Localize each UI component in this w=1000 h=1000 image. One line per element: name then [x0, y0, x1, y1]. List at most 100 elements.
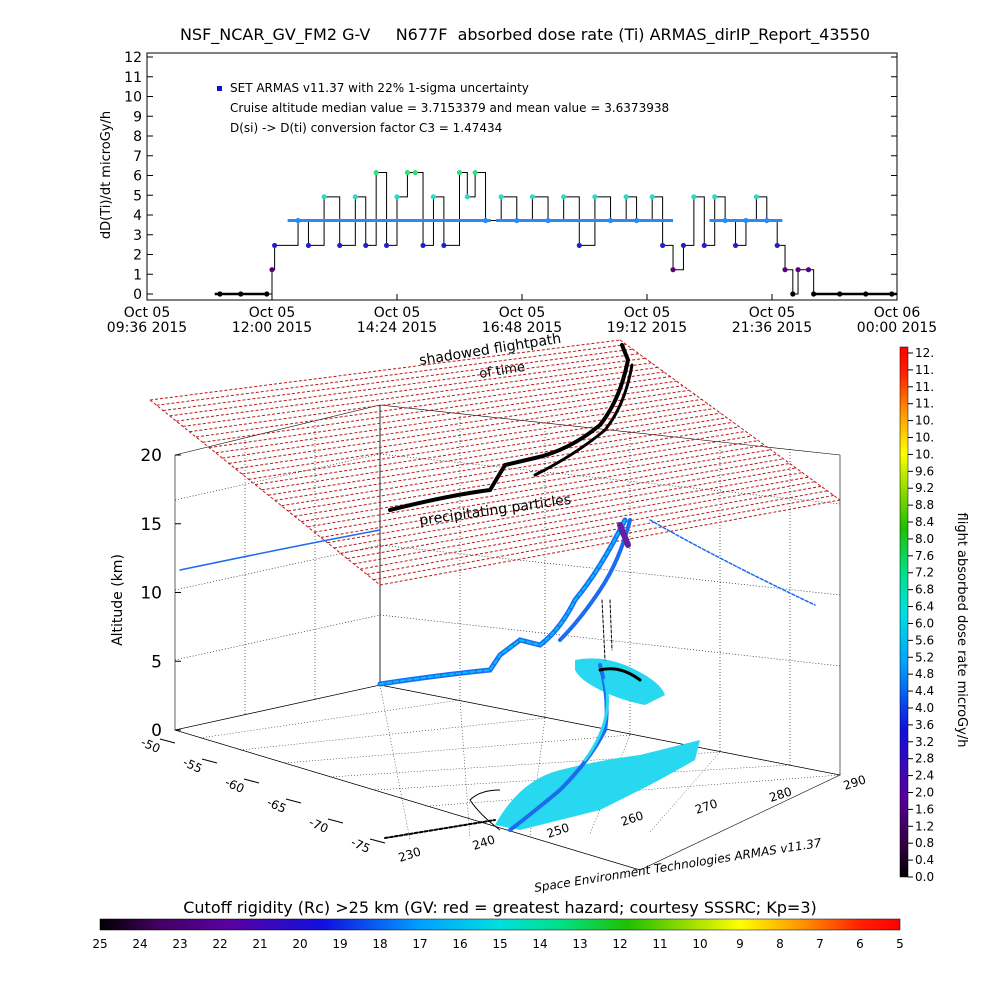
- dose-colorbar-tick-label: 1.6: [915, 802, 934, 816]
- annotation-legend: SET ARMAS v11.37 with 22% 1-sigma uncert…: [230, 81, 529, 95]
- shadow-track: [388, 343, 634, 512]
- lon-tick-label: 250: [545, 820, 571, 840]
- y-tick-label: 9: [133, 109, 142, 125]
- lat-tick: [369, 838, 386, 844]
- rigidity-colorbar-tick-label: 7: [816, 937, 824, 951]
- data-point: [430, 194, 437, 200]
- dose-colorbar-tick-label: 4.0: [915, 701, 934, 715]
- rigidity-colorbar-tick-label: 21: [252, 937, 267, 951]
- shadow-plane-line: [268, 421, 734, 496]
- longitude-axis-ticks: 230 240 250 260 270 280 290: [397, 772, 868, 864]
- data-point: [863, 291, 869, 297]
- x-tick-label-date: Oct 05: [499, 305, 545, 321]
- shadow-plane-line: [163, 348, 633, 412]
- shadow-plane-line: [189, 366, 658, 433]
- data-point: [660, 242, 666, 249]
- data-point: [420, 242, 426, 249]
- shadow-plane-line: [156, 344, 627, 406]
- rigidity-colorbar-tick-label: 14: [532, 937, 547, 951]
- shadow-plane-line: [255, 412, 721, 486]
- shadow-plane-line: [301, 444, 765, 523]
- dose-colorbar-tick-label: 1.2: [915, 819, 934, 833]
- shadow-plane-line: [287, 435, 753, 512]
- rigidity-colorbar-tick-label: 9: [736, 937, 744, 951]
- data-point: [441, 242, 447, 249]
- altitude-axis-ticks: 0 5 10 15 20: [140, 446, 181, 741]
- latitude-axis-ticks: -50-55-60-65-70-75: [139, 735, 386, 856]
- data-point: [592, 194, 598, 200]
- data-point: [394, 194, 400, 200]
- x-tick-label-time: 00:00 2015: [857, 320, 937, 336]
- rigidity-colorbar-tick-label: 17: [412, 937, 427, 951]
- data-point: [272, 242, 278, 249]
- x-tick-label-date: Oct 05: [249, 305, 295, 321]
- data-point: [774, 242, 780, 249]
- shadow-plane-line: [307, 449, 771, 528]
- rigidity-colorbar-tick-label: 10: [692, 937, 707, 951]
- y-tick-label: 4: [133, 208, 142, 224]
- data-point: [722, 217, 728, 224]
- lon-tick-label: 270: [693, 796, 719, 816]
- ground-track: [469, 658, 700, 831]
- y-tick-label: 3: [133, 228, 142, 244]
- shadow-plane-line: [176, 357, 646, 422]
- lon-tick-label: 240: [471, 832, 497, 852]
- shadow-plane-line: [314, 453, 778, 533]
- x-tick-label-date: Oct 05: [624, 305, 670, 321]
- lon-tick-label: 290: [842, 772, 868, 792]
- flight-track-3d: [179, 517, 816, 839]
- data-point: [764, 217, 770, 224]
- z-tick-label: 10: [140, 584, 162, 604]
- lat-tick: [159, 738, 176, 744]
- shadow-plane-line: [169, 353, 639, 417]
- dose-colorbar-tick-label: 11.: [915, 380, 934, 394]
- lon-tick-label: 280: [767, 784, 793, 804]
- data-point: [691, 194, 697, 200]
- rigidity-colorbar-tick-label: 6: [856, 937, 864, 951]
- dose-colorbar-tick-label: 10.: [915, 447, 934, 461]
- data-point: [373, 169, 379, 176]
- rigidity-colorbar-tick-label: 20: [292, 937, 307, 951]
- data-point: [782, 267, 788, 273]
- dose-colorbar-tick-label: 8.4: [915, 515, 934, 529]
- dose-colorbar-tick-label: 9.2: [915, 481, 934, 495]
- dose-colorbar-tick-label: 12.: [915, 346, 934, 360]
- lon-tick-label: 260: [619, 808, 645, 828]
- data-point: [805, 267, 812, 273]
- dose-colorbar-gradient: [899, 346, 909, 878]
- data-point: [321, 194, 327, 200]
- y-tick-label: 2: [133, 248, 142, 264]
- data-point: [383, 242, 390, 249]
- data-point: [412, 169, 418, 176]
- shadow-plane-line: [215, 385, 683, 454]
- x-tick-label-time: 19:12 2015: [607, 320, 687, 336]
- lat-tick: [327, 818, 344, 824]
- dose-colorbar-tick-label: 2.8: [915, 752, 934, 766]
- dose-colorbar-tick-label: 7.2: [915, 566, 934, 580]
- data-point: [561, 194, 567, 200]
- data-point: [732, 242, 739, 249]
- shadow-plane-line: [294, 440, 759, 517]
- annotation-cruise: Cruise altitude median value = 3.7153379…: [230, 101, 669, 115]
- dose-colorbar-tick-label: 11.: [915, 397, 934, 411]
- dose-colorbar-tick-label: 10.: [915, 414, 934, 428]
- rigidity-colorbar-tick-label: 15: [492, 937, 507, 951]
- shadow-plane-line: [209, 380, 677, 449]
- data-point: [649, 194, 655, 200]
- rigidity-colorbar: Cutoff rigidity (Rc) >25 km (GV: red = g…: [92, 898, 903, 951]
- lon-tick-label: 230: [397, 844, 423, 864]
- data-point: [498, 194, 504, 200]
- shadow-plane-edge: [149, 399, 381, 586]
- credit-label: Space Environment Technologies ARMAS v11…: [533, 836, 823, 895]
- data-point: [514, 217, 520, 224]
- z-axis-label: Altitude (km): [110, 554, 126, 646]
- shadow-plane-line: [320, 458, 784, 538]
- data-point: [456, 169, 463, 176]
- dose-colorbar-tick-label: 3.2: [915, 735, 934, 749]
- shadow-plane-line: [379, 499, 841, 586]
- y-tick-label: 1: [133, 267, 142, 283]
- data-point: [404, 169, 411, 176]
- lat-tick-label: -65: [265, 795, 289, 816]
- legend-marker: [217, 86, 222, 91]
- shadow-plane-line: [261, 417, 727, 491]
